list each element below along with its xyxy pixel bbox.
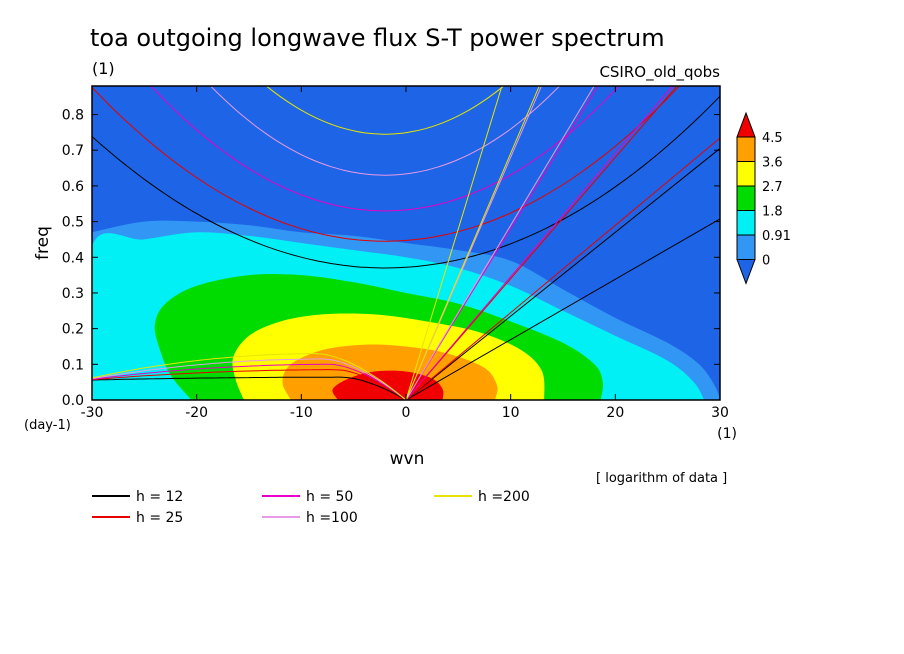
inertia-gravity-curve [92, 86, 681, 242]
colorbar-bottom-arrow [736, 259, 756, 285]
x-axis-label: wvn [390, 449, 425, 469]
y-tick-label: 0.4 [62, 250, 84, 266]
legend-label: h = 25 [136, 510, 183, 526]
colorbar-segment [736, 136, 756, 162]
legend: h = 12 h = 25 h = 50 h =100 h =200 [92, 489, 530, 526]
mrg-curve [405, 86, 595, 400]
mrg-curve [405, 86, 540, 400]
legend-label: h =100 [306, 510, 358, 526]
x-tick-label: -30 [81, 405, 104, 421]
kelvin-curve [405, 147, 720, 400]
colorbar-label: 1.8 [762, 205, 783, 220]
rossby-curve [92, 358, 407, 400]
colorbar-segment [736, 234, 756, 260]
y-tick-label: 0.6 [62, 179, 84, 195]
x-tick-label: 10 [502, 405, 520, 421]
inertia-gravity-curve [265, 86, 505, 135]
y-tick-label: 0.7 [62, 143, 84, 159]
y-tick-label: 0.1 [62, 357, 84, 373]
x-tick-label: 20 [606, 405, 624, 421]
rossby-curve [92, 353, 407, 400]
x-tick-label: -10 [290, 405, 313, 421]
kelvin-curve [405, 86, 599, 400]
rossby-curve [92, 363, 407, 400]
mrg-curve [405, 137, 720, 400]
mrg-curve [405, 86, 674, 400]
colorbar-label: 0.91 [762, 229, 791, 244]
x-tick-label: 0 [402, 405, 411, 421]
legend-label: h = 50 [306, 489, 353, 505]
x-axis-units: (1) [717, 426, 737, 442]
y-axis: 0.0 0.1 0.2 0.3 0.4 0.5 0.6 0.7 0.8 [62, 108, 720, 409]
contour-region [92, 86, 720, 243]
inertia-gravity-curve [92, 95, 720, 269]
x-axis: -30 -20 -10 0 10 20 30 [81, 86, 729, 421]
colorbar-segment [736, 185, 756, 211]
legend-label: h = 12 [136, 489, 183, 505]
colorbar-segment [736, 161, 756, 187]
y-tick-label: 0.8 [62, 108, 84, 124]
chart-title: toa outgoing longwave flux S-T power spe… [90, 24, 665, 52]
y-tick-label: 0.0 [62, 393, 84, 409]
rossby-curve [92, 369, 407, 400]
colorbar-label: 2.7 [762, 180, 783, 195]
chart-model-name: CSIRO_old_qobs [599, 63, 720, 82]
plot-area [92, 86, 720, 400]
colorbar-segment [736, 210, 756, 236]
x-tick-label: -20 [185, 405, 208, 421]
kelvin-curve [405, 86, 678, 400]
colorbar-label: 4.5 [762, 131, 783, 146]
rossby-curve [92, 376, 407, 400]
mrg-curve [405, 218, 720, 400]
y-tick-label: 0.5 [62, 215, 84, 231]
colorbar: 4.5 3.6 2.7 1.8 0.91 0 [736, 111, 791, 285]
dispersion-curves [92, 86, 720, 400]
y-axis-units: (day-1) [24, 418, 71, 433]
y-axis-label: freq [33, 226, 53, 260]
y-tick-label: 0.3 [62, 286, 84, 302]
data-note: [ logarithm of data ] [596, 471, 727, 486]
kelvin-curve [405, 86, 542, 400]
inertia-gravity-curve [209, 86, 561, 176]
contour-regions [92, 86, 720, 400]
chart-units: (1) [92, 59, 115, 78]
kelvin-curve [405, 86, 503, 400]
colorbar-label: 3.6 [762, 156, 783, 171]
colorbar-label: 0 [762, 254, 770, 269]
legend-label: h =200 [478, 489, 530, 505]
x-tick-label: 30 [711, 405, 729, 421]
colorbar-top-arrow [736, 111, 756, 138]
y-tick-label: 0.2 [62, 322, 84, 338]
